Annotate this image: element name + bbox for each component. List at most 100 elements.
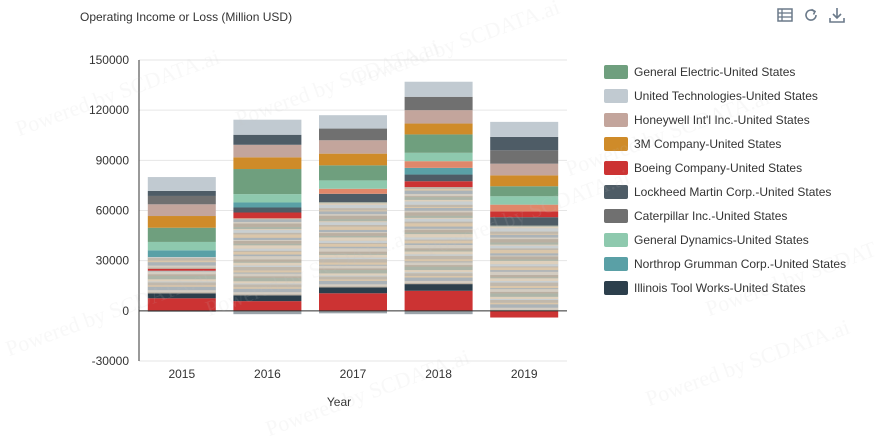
bar-segment-minor <box>490 242 559 245</box>
bar-segment-minor <box>319 240 387 243</box>
bar-segment-minor <box>147 257 216 261</box>
bar-segment-minor <box>490 277 559 279</box>
bar-segment-minor <box>490 309 559 311</box>
legend-swatch <box>604 161 628 175</box>
bar-segment-minor <box>490 296 559 299</box>
bar-segment-minor <box>490 233 559 235</box>
bar-segment-minor <box>490 282 559 286</box>
legend-label: General Electric-United States <box>634 65 796 79</box>
legend-item[interactable]: 3M Company-United States <box>604 132 846 156</box>
legend-item[interactable]: General Dynamics-United States <box>604 228 846 252</box>
legend-item[interactable]: Honeywell Int'l Inc.-United States <box>604 108 846 132</box>
bar-segment-minor <box>490 304 559 308</box>
bar-segment-minor <box>233 230 302 233</box>
bar-segment-minor <box>404 229 473 233</box>
bar-segment-minor <box>233 261 302 263</box>
bar-segment-minor <box>233 272 302 274</box>
bar-segment-minor <box>147 271 216 275</box>
bar-segment-minor <box>319 221 387 223</box>
bar-segment-negative <box>404 310 473 315</box>
bar-segment <box>404 181 473 188</box>
bar-segment-minor <box>404 250 473 252</box>
bar-segment <box>147 177 216 191</box>
x-tick-label: 2016 <box>254 367 281 381</box>
bar-segment-minor <box>490 275 559 278</box>
bar-segment-minor <box>404 237 473 240</box>
bar-segment-minor <box>319 243 387 247</box>
bar-segment <box>233 301 302 311</box>
legend-item[interactable]: United Technologies-United States <box>604 84 846 108</box>
chart-legend: General Electric-United States United Tec… <box>604 60 846 300</box>
legend-swatch <box>604 233 628 247</box>
bar-segment <box>319 293 387 311</box>
legend-item[interactable]: Boeing Company-United States <box>604 156 846 180</box>
data-view-icon[interactable] <box>776 6 794 24</box>
bar-segment-minor <box>319 219 387 222</box>
x-tick-label: 2015 <box>168 367 195 381</box>
bar-segment <box>147 298 216 311</box>
legend-item[interactable]: Illinois Tool Works-United States <box>604 276 846 300</box>
bar-segment <box>319 188 387 194</box>
bar-segment-minor <box>490 271 559 276</box>
bar-segment-minor <box>490 255 559 257</box>
legend-label: Boeing Company-United States <box>634 161 803 175</box>
legend-item[interactable]: Northrop Grumman Corp.-United States <box>604 252 846 276</box>
bar-segment <box>490 121 559 137</box>
legend-label: Honeywell Int'l Inc.-United States <box>634 113 810 127</box>
bar-segment <box>404 152 473 162</box>
bar-segment-minor <box>147 279 216 282</box>
bar-segment <box>490 136 559 151</box>
bar-segment <box>233 169 302 195</box>
bar-segment <box>404 81 473 97</box>
bar-segment <box>233 207 302 213</box>
legend-item[interactable]: General Electric-United States <box>604 60 846 84</box>
bar-segment-minor <box>404 221 473 224</box>
download-icon[interactable] <box>828 6 846 24</box>
bar-segment-minor <box>233 218 302 220</box>
legend-swatch <box>604 281 628 295</box>
bar-segment-minor <box>490 249 559 254</box>
bar-segment <box>404 134 473 153</box>
bar-segment-minor <box>233 243 302 246</box>
legend-swatch <box>604 185 628 199</box>
legend-item[interactable]: Caterpillar Inc.-United States <box>604 204 846 228</box>
bar-segment-minor <box>404 215 473 218</box>
bar-segment <box>490 175 559 187</box>
y-tick-label: 90000 <box>96 153 130 167</box>
bar-segment-minor <box>233 288 302 293</box>
bar-segment-minor <box>233 245 302 249</box>
bar-segment-minor <box>147 265 216 268</box>
bar-segment-minor <box>319 284 387 287</box>
bar-segment-minor <box>490 231 559 234</box>
bar-segment-minor <box>319 251 387 254</box>
bar-segment <box>233 144 302 158</box>
bar-segment <box>233 295 302 302</box>
bar-segment-negative <box>233 310 302 315</box>
legend-item[interactable]: Lockheed Martin Corp.-United States <box>604 180 846 204</box>
bar-segment-minor <box>233 223 302 227</box>
bar-segment <box>404 96 473 111</box>
legend-swatch <box>604 65 628 79</box>
bar-segment-minor <box>319 214 387 216</box>
bar-segment-minor <box>490 307 559 310</box>
legend-label: Illinois Tool Works-United States <box>634 281 806 295</box>
bar-segment-minor <box>319 257 387 260</box>
bar-segment-minor <box>404 270 473 273</box>
bar-segment <box>233 134 302 145</box>
bar-segment-minor <box>319 276 387 280</box>
bar-segment-minor <box>233 221 302 224</box>
y-tick-label: 30000 <box>96 254 130 268</box>
bar-segment-minor <box>490 253 559 256</box>
refresh-icon[interactable] <box>802 6 820 24</box>
bar-segment-minor <box>319 265 387 269</box>
bar-segment-minor <box>319 215 387 220</box>
bar-segment <box>147 268 216 271</box>
bar-segment-minor <box>490 228 559 232</box>
bar-segment-negative <box>490 310 559 318</box>
bar-segment-minor <box>319 264 387 266</box>
bar-segment <box>490 196 559 205</box>
legend-swatch <box>604 89 628 103</box>
bar-segment-minor <box>404 265 473 267</box>
bar-segment <box>147 216 216 228</box>
bar-segment-minor <box>404 275 473 278</box>
